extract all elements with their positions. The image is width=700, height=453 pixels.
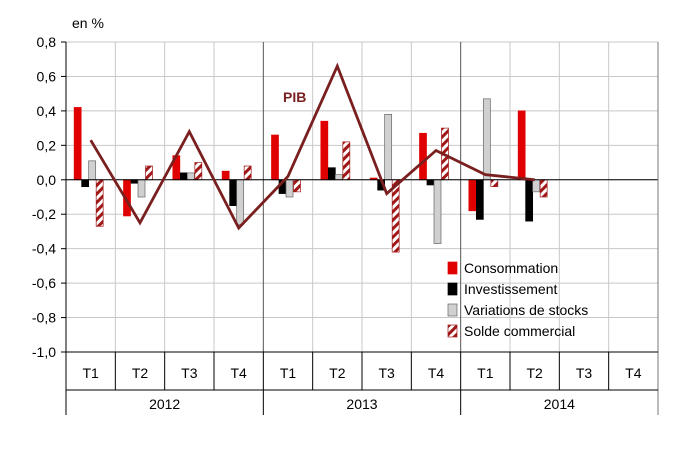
bar-solde-commercial [293,179,301,193]
y-tick-label: 0,6 [37,68,57,84]
y-tick-label: 0,2 [37,137,57,153]
x-tick-label: T4 [230,365,247,381]
legend-swatch [447,303,458,317]
bar-investissement [426,179,435,186]
bar-investissement [525,179,534,222]
x-tick-label: T2 [526,365,543,381]
y-tick-label: 0,4 [37,103,57,119]
legend-swatch [447,282,458,296]
year-label: 2012 [149,396,180,412]
legend-label: Consommation [464,260,558,276]
bar-variations-de-stocks [137,179,146,198]
bar-investissement [130,179,139,184]
bar-consommation [73,107,82,181]
pib-line: PIB [89,62,535,231]
x-tick-label: T2 [132,365,149,381]
bar-solde-commercial [243,165,252,181]
legend: Consommation Investissement Variations de … [447,260,588,339]
bar-variations-de-stocks [186,172,195,181]
x-tick-label: T1 [477,365,494,381]
x-tick-label: T4 [428,365,445,381]
bar-variations-de-stocks [285,179,294,198]
bar-solde-commercial [490,179,499,188]
legend-label: Investissement [464,281,557,297]
x-tick-label: T3 [181,365,198,381]
bar-variations-de-stocks [433,179,442,244]
bar-investissement [475,179,484,220]
bar-variations-de-stocks [532,179,541,193]
bar-variations-de-stocks [236,179,245,225]
pib-line-path [89,62,535,231]
legend-swatch [447,261,458,275]
bars [73,98,548,253]
x-tick-label: T4 [625,365,642,381]
bar-investissement [81,179,90,188]
bar-consommation [419,132,427,181]
bar-variations-de-stocks [384,113,393,181]
bar-solde-commercial [95,179,104,227]
y-tick-label: -0,6 [32,275,56,291]
y-tick-label: 0,0 [37,172,57,188]
bar-solde-commercial [145,165,153,181]
bar-consommation [221,170,230,181]
bar-consommation [517,110,526,181]
y-axis-label: en % [72,15,104,31]
y-tick-label: -0,4 [32,241,56,257]
bar-solde-commercial [391,179,400,253]
bar-variations-de-stocks [88,160,97,181]
legend-swatch [447,324,458,338]
bar-variations-de-stocks [482,98,491,181]
bar-solde-commercial [342,141,351,181]
bar-consommation [468,179,477,212]
pib-line-label: PIB [283,89,306,105]
bar-variations-de-stocks [334,174,343,181]
x-tick-label: T2 [329,365,346,381]
bar-consommation [320,120,329,181]
bar-solde-commercial [539,179,548,198]
y-tick-label: -0,8 [32,310,56,326]
bar-investissement [327,167,336,181]
x-tick-label: T1 [280,365,297,381]
bar-solde-commercial [194,162,203,181]
bar-investissement [179,172,188,181]
x-tick-label: T3 [576,365,593,381]
y-tick-label: 0,8 [37,34,57,50]
axes: 0,8 0,6 0,4 0,2 0,0 -0,2 -0,4 -0,6 -0,8 -1,0 T1 T2 T… [32,34,659,415]
y-tick-label: -0,2 [32,206,56,222]
legend-label: Variations de stocks [464,302,588,318]
x-tick-label: T3 [378,365,395,381]
year-label: 2014 [544,396,575,412]
x-tick-label: T1 [82,365,99,381]
y-tick-label: -1,0 [32,344,56,360]
legend-label: Solde commercial [464,323,575,339]
year-label: 2013 [346,396,377,412]
bar-investissement [229,179,238,206]
bar-consommation [271,134,279,181]
